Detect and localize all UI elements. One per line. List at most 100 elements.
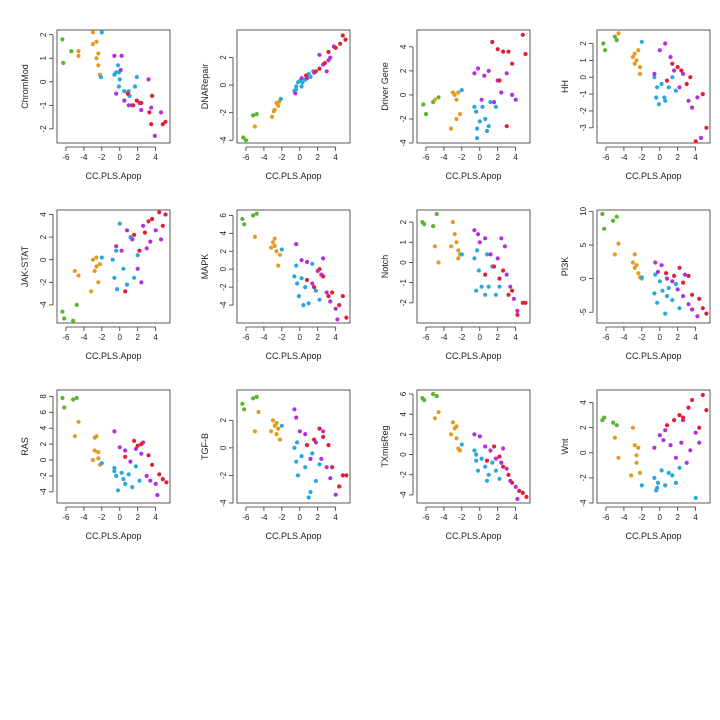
data-point (486, 124, 491, 129)
x-tick-label: -6 (62, 153, 70, 162)
data-point (520, 32, 525, 37)
data-point (673, 455, 679, 460)
data-point (653, 260, 658, 265)
panel-txmisreg: -6 -4 -2 0 2 4 -4 -2 0 2 4 6 CC.PLS.Apop TXmisReg (380, 389, 531, 541)
data-point (294, 459, 299, 464)
data-point (663, 41, 668, 46)
data-point (139, 280, 144, 285)
x-tick-label: 0 (298, 333, 303, 342)
data-point (146, 453, 151, 458)
data-point (476, 268, 481, 273)
x-tick-label: -2 (278, 513, 286, 522)
data-point (639, 39, 644, 44)
x-tick-label: 2 (495, 513, 500, 522)
data-point (299, 76, 304, 81)
data-point (133, 446, 138, 451)
data-point (493, 292, 498, 297)
x-tick-label: 2 (675, 513, 680, 522)
data-point (115, 63, 121, 68)
data-point (240, 401, 245, 406)
y-tick-label: 2 (219, 418, 228, 423)
data-point (456, 256, 461, 261)
data-point (672, 273, 677, 278)
data-point (666, 470, 671, 475)
data-point (299, 258, 304, 263)
data-point (304, 73, 309, 78)
data-point (99, 461, 104, 466)
y-tick-label: 4 (39, 425, 48, 430)
data-point (486, 68, 491, 73)
data-point (690, 307, 695, 312)
data-point (139, 107, 144, 113)
data-point (153, 481, 158, 486)
data-point (686, 405, 691, 410)
data-point (150, 462, 155, 467)
data-point (92, 448, 97, 453)
data-point (677, 413, 682, 418)
data-point (72, 268, 77, 274)
data-point (94, 56, 99, 61)
x-tick-label: 0 (658, 333, 663, 342)
data-point (270, 240, 275, 245)
data-point (163, 212, 168, 217)
data-point (310, 451, 315, 456)
data-point (672, 68, 677, 73)
data-point (96, 450, 101, 455)
data-point (459, 88, 464, 93)
data-point (700, 92, 705, 97)
data-point (130, 237, 135, 242)
x-tick-label: -4 (80, 153, 88, 162)
data-point (160, 223, 165, 228)
data-point (474, 452, 479, 457)
y-axis-title: JAK-STAT (20, 245, 30, 287)
data-point (296, 294, 301, 299)
y-tick-label: -4 (399, 491, 408, 499)
data-point (509, 61, 515, 66)
y-tick-label: -5 (579, 308, 588, 316)
data-point (148, 478, 153, 483)
data-point (135, 443, 140, 448)
data-point (96, 63, 101, 68)
data-point (149, 122, 154, 127)
data-point (310, 281, 315, 286)
data-point (299, 454, 304, 459)
data-point (252, 234, 257, 239)
x-tick-label: -6 (602, 513, 610, 522)
data-point (637, 470, 643, 475)
data-point (483, 464, 488, 469)
data-point (655, 269, 661, 274)
plot-frame (596, 389, 711, 504)
data-point (114, 473, 119, 478)
data-point (483, 272, 488, 277)
data-point (163, 119, 168, 124)
data-point (270, 418, 275, 423)
x-tick-label: 4 (693, 513, 698, 522)
y-tick-label: -4 (39, 301, 48, 309)
data-point (132, 232, 137, 237)
data-point (422, 398, 427, 403)
data-point (333, 492, 338, 497)
data-point (94, 255, 99, 260)
data-point (137, 248, 142, 253)
panel-hh: -6 -4 -2 0 2 4 -3 -2 -1 0 1 2 CC.PLS.Apop HH (560, 29, 711, 181)
data-point (472, 256, 477, 261)
x-tick-label: -2 (638, 513, 646, 522)
data-point (62, 405, 67, 410)
data-point (337, 303, 342, 308)
data-point (328, 299, 333, 304)
data-point (324, 290, 329, 295)
x-axis-title: CC.PLS.Apop (85, 531, 141, 541)
data-point (632, 443, 637, 448)
y-tick-label: 1 (39, 55, 48, 60)
data-point (501, 49, 506, 54)
data-point (276, 426, 281, 431)
x-tick-label: -4 (80, 333, 88, 342)
data-point (69, 49, 74, 54)
data-point (292, 445, 297, 450)
data-point (276, 263, 281, 268)
y-tick-label: 5 (579, 242, 588, 247)
data-point (97, 262, 103, 267)
data-point (673, 480, 679, 485)
data-point (292, 407, 297, 412)
plot-frame (416, 209, 531, 324)
